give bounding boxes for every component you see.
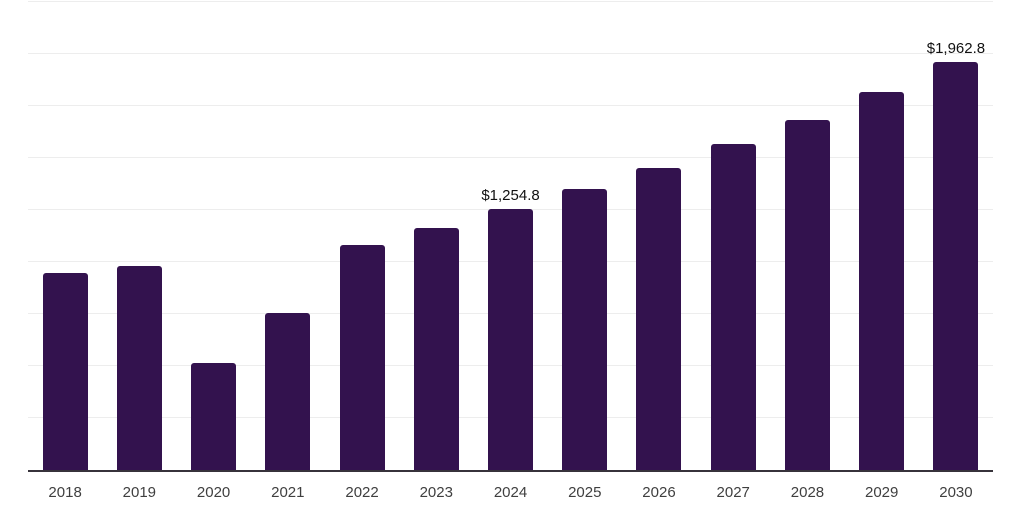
- bar: [562, 189, 608, 470]
- x-axis-tick-label: 2030: [939, 484, 973, 501]
- x-axis-tick-label: 2024: [493, 484, 528, 501]
- x-axis-tick-label: 2023: [419, 484, 453, 501]
- bar: [265, 312, 311, 470]
- bar-value-label: $1,962.8: [926, 39, 986, 57]
- gridline: [28, 157, 993, 159]
- bar-series: $1,254.8 $1,962.8: [28, 2, 993, 470]
- x-axis-tick-label: 2020: [196, 484, 231, 501]
- bar-slot: [251, 2, 325, 470]
- bar: [42, 273, 88, 470]
- x-axis-tick-label: 2025: [568, 484, 602, 501]
- bar: [191, 363, 237, 470]
- bar: $1,962.8: [927, 40, 985, 470]
- bar: [710, 144, 756, 470]
- bar-slot: [622, 2, 696, 470]
- x-axis-tick-label: 2026: [642, 484, 676, 501]
- x-axis-tick-label: 2022: [345, 484, 379, 501]
- x-axis-tick-label: 2018: [48, 484, 82, 501]
- x-axis-tick-label: 2029: [865, 484, 899, 501]
- gridline: [28, 53, 993, 54]
- bar-slot: $1,962.8: [919, 2, 993, 470]
- x-axis-tick-label: 2021: [271, 484, 305, 501]
- x-axis-tick-label: 2019: [122, 484, 157, 501]
- bar-slot: [399, 2, 473, 470]
- bar-slot: $1,254.8: [473, 2, 547, 470]
- bar: [784, 120, 830, 470]
- plot-area: $1,254.8 $1,962.8: [28, 1, 993, 472]
- gridline: [28, 1, 993, 2]
- bar: $1,254.8: [481, 187, 540, 470]
- bar-slot: [770, 2, 844, 470]
- bar-slot: [696, 2, 770, 470]
- gridline: [28, 105, 993, 106]
- bar: [413, 228, 459, 470]
- bar-slot: [845, 2, 919, 470]
- x-axis-line: [28, 470, 993, 472]
- bar: [339, 245, 385, 470]
- bar-slot: [548, 2, 622, 470]
- bar-slot: [325, 2, 399, 470]
- x-axis-tick-label: 2028: [790, 484, 825, 501]
- bar: [859, 91, 905, 470]
- x-axis-labels: 2018 2019 2020 2021 2022 2023 2024 2025 2026 2027…: [28, 484, 993, 501]
- bar: [636, 167, 682, 470]
- bar-slot: [102, 2, 176, 470]
- bar-slot: [176, 2, 250, 470]
- bar: [116, 266, 162, 470]
- bar-value-label: $1,254.8: [481, 187, 540, 205]
- bar-slot: [28, 2, 102, 470]
- x-axis-tick-label: 2027: [716, 484, 750, 501]
